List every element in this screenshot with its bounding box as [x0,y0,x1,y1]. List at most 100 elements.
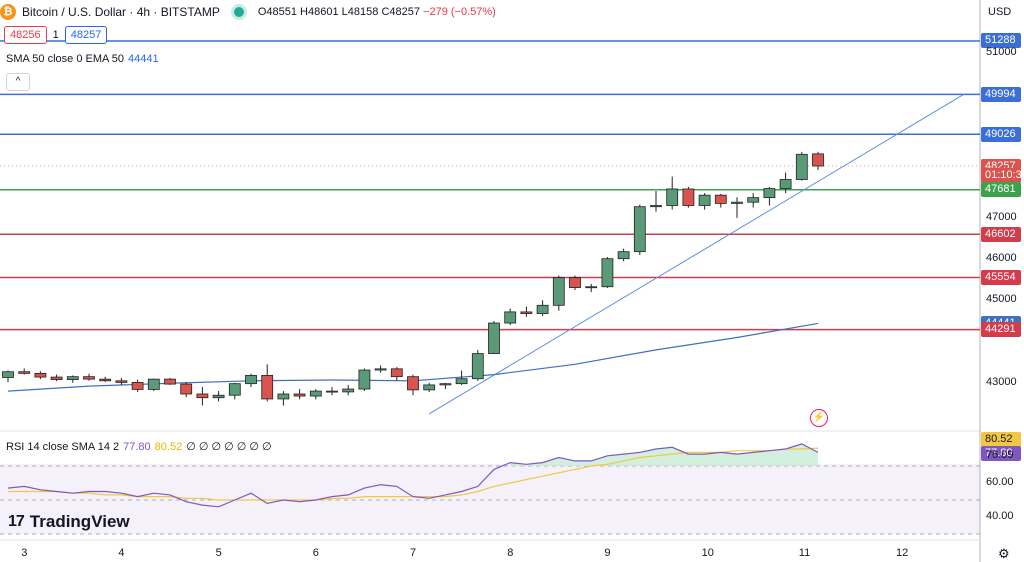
rsi-tick: 76.09 [986,448,1014,461]
candle [277,393,290,400]
price-tick: 46000 [986,252,1017,265]
price-tick: 45000 [986,293,1017,306]
candle [50,376,63,380]
candle [83,376,95,380]
price-label-47681[interactable]: 47681 [981,182,1021,198]
ohlc-low: L48158 [341,6,379,18]
price-label-46602[interactable]: 46602 [981,226,1021,242]
rsi-tick: 60.00 [986,476,1014,488]
rsi-axis-label[interactable]: 77.80 [981,445,1021,461]
trendline [428,93,965,415]
candle [763,188,776,199]
collapse-legend-button[interactable]: ^ [6,73,30,91]
rsi-legend[interactable]: RSI 14 close SMA 14 2 77.80 80.52 ∅ ∅ ∅ ∅ ∅… [6,440,272,453]
price-label-01:10:33[interactable]: 01:10:33 [981,167,1024,183]
sell-price-button[interactable]: 48256 [4,26,47,44]
rsi-axis-label[interactable]: 80.52 [981,432,1021,448]
candle [471,353,484,380]
spread-value: 1 [52,29,59,41]
candle [358,369,371,390]
candle [261,375,274,400]
time-tick: 9 [604,547,611,559]
candle [131,382,144,390]
rsi-label: RSI 14 close SMA 14 2 [6,441,120,453]
candle [18,371,31,374]
candle [552,277,565,306]
candle [585,286,598,289]
candle [66,376,79,380]
candle [650,205,662,208]
price-label-44291[interactable]: 44291 [981,322,1021,338]
ohlc-change: −279 (−0.57%) [423,6,496,18]
market-open-icon [233,7,244,17]
candle [390,368,403,378]
price-tick: 47000 [986,210,1017,223]
price-tick: 51000 [986,45,1017,58]
candle [747,197,760,203]
price-tick: 43000 [986,375,1017,388]
time-tick: 3 [21,547,28,559]
candle [714,194,727,204]
candle [180,383,193,395]
rsi-band [0,464,980,534]
candle [601,258,614,288]
ohlc-high: H48601 [300,6,339,18]
candle [147,378,160,390]
tradingview-logo: 17 TradingView [8,512,130,532]
candle [439,383,452,386]
candle [569,277,581,288]
symbol-title[interactable]: Bitcoin / U.S. Dollar · 4h · BITSTAMP [22,5,220,19]
buy-price-button[interactable]: 48257 [64,26,108,44]
candle [423,384,436,391]
rsi-sma-value: 80.52 [154,441,183,453]
ohlc-open: O48551 [257,6,297,18]
candle [536,304,549,314]
candle [682,188,695,206]
price-label-45554[interactable]: 45554 [981,269,1021,285]
settings-gear-icon[interactable]: ⚙ [998,546,1010,561]
rsi-extra-values: ∅ ∅ ∅ ∅ ∅ ∅ ∅ [186,441,272,453]
bitcoin-icon: ₿ [0,4,16,20]
time-tick: 4 [118,547,125,559]
candle [293,393,306,397]
candle [504,311,517,324]
candle [666,188,679,206]
time-tick: 7 [410,547,417,559]
candle [196,393,209,399]
ohlc-close: C48257 [381,6,420,18]
candle [228,383,241,396]
quote-row: 48256 1 48257 [4,26,108,44]
time-tick: 12 [896,547,909,559]
currency-label: USD [988,6,1012,18]
sma-indicator-legend[interactable]: SMA 50 close 0 EMA 50 44441 [6,53,159,65]
candle [99,378,112,382]
flash-icon[interactable]: ⚡ [810,409,828,427]
time-tick: 11 [798,547,811,559]
candle [2,371,14,378]
rsi-tick: 40.00 [986,510,1014,522]
candle [812,153,824,167]
candle [633,206,646,253]
candle [455,378,468,385]
chart-header: ₿ Bitcoin / U.S. Dollar · 4h · BITSTAMP … [0,3,496,21]
price-label-49994[interactable]: 49994 [981,86,1021,102]
time-tick: 5 [215,547,222,559]
price-label-49026[interactable]: 49026 [981,126,1021,142]
candle [374,368,387,371]
candle [488,322,500,354]
tradingview-wordmark: TradingView [29,512,130,531]
candle [342,388,355,393]
rsi-line [7,443,819,508]
price-label-51288[interactable]: 51288 [981,33,1021,49]
candle [795,153,808,180]
candle [212,394,225,399]
time-tick: 10 [701,547,714,559]
sma-indicator-label: SMA 50 close 0 EMA 50 [6,53,125,65]
candle [407,376,419,391]
ohlc-readout: O48551 H48601 L48158 C48257 −279 (−0.57%… [258,6,496,18]
candle [731,201,743,204]
candle [309,390,322,397]
time-tick: 6 [312,547,319,559]
rsi-value: 77.80 [123,441,151,453]
